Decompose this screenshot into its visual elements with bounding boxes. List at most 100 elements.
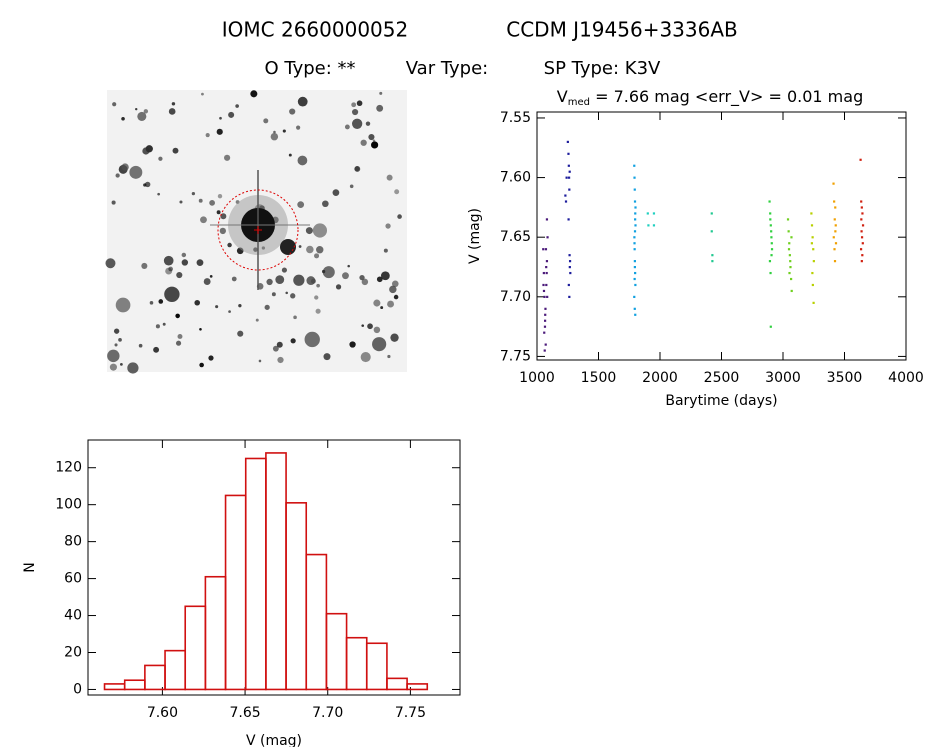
- star: [118, 337, 122, 342]
- data-point: [633, 164, 636, 167]
- star: [216, 210, 221, 215]
- star: [276, 341, 283, 348]
- data-point: [567, 164, 570, 167]
- star: [387, 300, 395, 308]
- star: [347, 264, 350, 268]
- data-point: [542, 283, 545, 287]
- data-point: [811, 271, 814, 275]
- star: [373, 326, 381, 334]
- x-tick-label: 7.70: [312, 705, 343, 721]
- star: [217, 193, 223, 199]
- scatter-title: Vmed = 7.66 mag <err_V> = 0.01 mag: [557, 87, 863, 109]
- data-point: [711, 260, 714, 263]
- star: [394, 189, 400, 195]
- star: [354, 166, 361, 172]
- star: [365, 121, 371, 126]
- star: [175, 313, 180, 319]
- star: [367, 323, 373, 330]
- histogram-bar: [224, 494, 247, 691]
- star: [164, 286, 180, 302]
- data-point: [833, 200, 836, 203]
- title-symbol: V: [557, 87, 568, 106]
- star: [361, 278, 369, 286]
- star: [121, 117, 125, 121]
- star: [281, 267, 287, 273]
- star: [275, 275, 285, 285]
- star: [129, 165, 143, 179]
- data-point: [790, 289, 793, 293]
- star: [250, 90, 258, 98]
- star: [198, 198, 203, 203]
- data-point: [770, 236, 773, 239]
- data-point: [788, 242, 791, 245]
- data-point: [832, 182, 835, 185]
- y-tick-label: 7.55: [500, 110, 531, 126]
- star: [137, 111, 147, 121]
- y-axis-label: N: [22, 562, 38, 572]
- data-point: [834, 224, 837, 227]
- data-point: [568, 266, 571, 269]
- histogram-bar: [265, 452, 287, 691]
- star: [209, 200, 215, 206]
- y-tick-label: 7.65: [500, 229, 531, 245]
- x-tick-label: 3000: [765, 370, 801, 386]
- star: [390, 333, 399, 342]
- star: [322, 266, 335, 279]
- data-point: [566, 140, 569, 144]
- data-point: [634, 271, 637, 275]
- data-point: [768, 200, 771, 203]
- star: [158, 156, 163, 161]
- data-point: [647, 224, 650, 227]
- data-point: [832, 236, 835, 239]
- data-point: [861, 224, 865, 227]
- star: [141, 262, 148, 269]
- data-point: [544, 248, 548, 251]
- histogram-bar: [123, 679, 146, 691]
- star: [107, 349, 120, 363]
- data-point: [543, 319, 547, 322]
- star: [215, 305, 219, 309]
- data-point: [633, 266, 636, 269]
- y-tick-label: 60: [64, 571, 82, 587]
- star: [112, 102, 117, 107]
- star: [315, 308, 321, 314]
- star: [273, 130, 276, 134]
- y-tick-label: 7.60: [500, 170, 531, 186]
- star: [135, 107, 138, 111]
- histogram-bar: [325, 612, 348, 691]
- sp-type: SP Type: K3V: [544, 58, 661, 79]
- data-point: [860, 206, 863, 209]
- star: [114, 343, 118, 347]
- star: [380, 271, 390, 281]
- data-point: [634, 212, 637, 215]
- star: [209, 275, 213, 278]
- star: [288, 153, 292, 157]
- star: [179, 200, 183, 204]
- data-point: [633, 230, 637, 233]
- star: [391, 280, 399, 288]
- histogram-bar: [164, 649, 187, 691]
- data-point: [564, 200, 568, 203]
- y-tick-label: 40: [64, 608, 82, 624]
- star: [127, 362, 139, 374]
- data-point: [788, 254, 791, 257]
- data-point: [859, 158, 862, 161]
- star: [359, 274, 365, 281]
- star: [196, 259, 204, 267]
- data-point: [565, 176, 568, 179]
- data-point: [646, 212, 649, 215]
- star: [351, 102, 357, 108]
- star: [372, 337, 387, 352]
- star: [220, 213, 227, 220]
- data-point: [770, 242, 773, 245]
- star: [216, 128, 223, 135]
- star: [153, 346, 160, 353]
- star: [389, 285, 397, 294]
- data-point: [633, 236, 636, 239]
- star: [306, 276, 316, 286]
- histogram-bar: [365, 642, 388, 691]
- star: [386, 174, 393, 181]
- star: [306, 245, 314, 254]
- star: [312, 223, 328, 238]
- data-point: [769, 271, 772, 275]
